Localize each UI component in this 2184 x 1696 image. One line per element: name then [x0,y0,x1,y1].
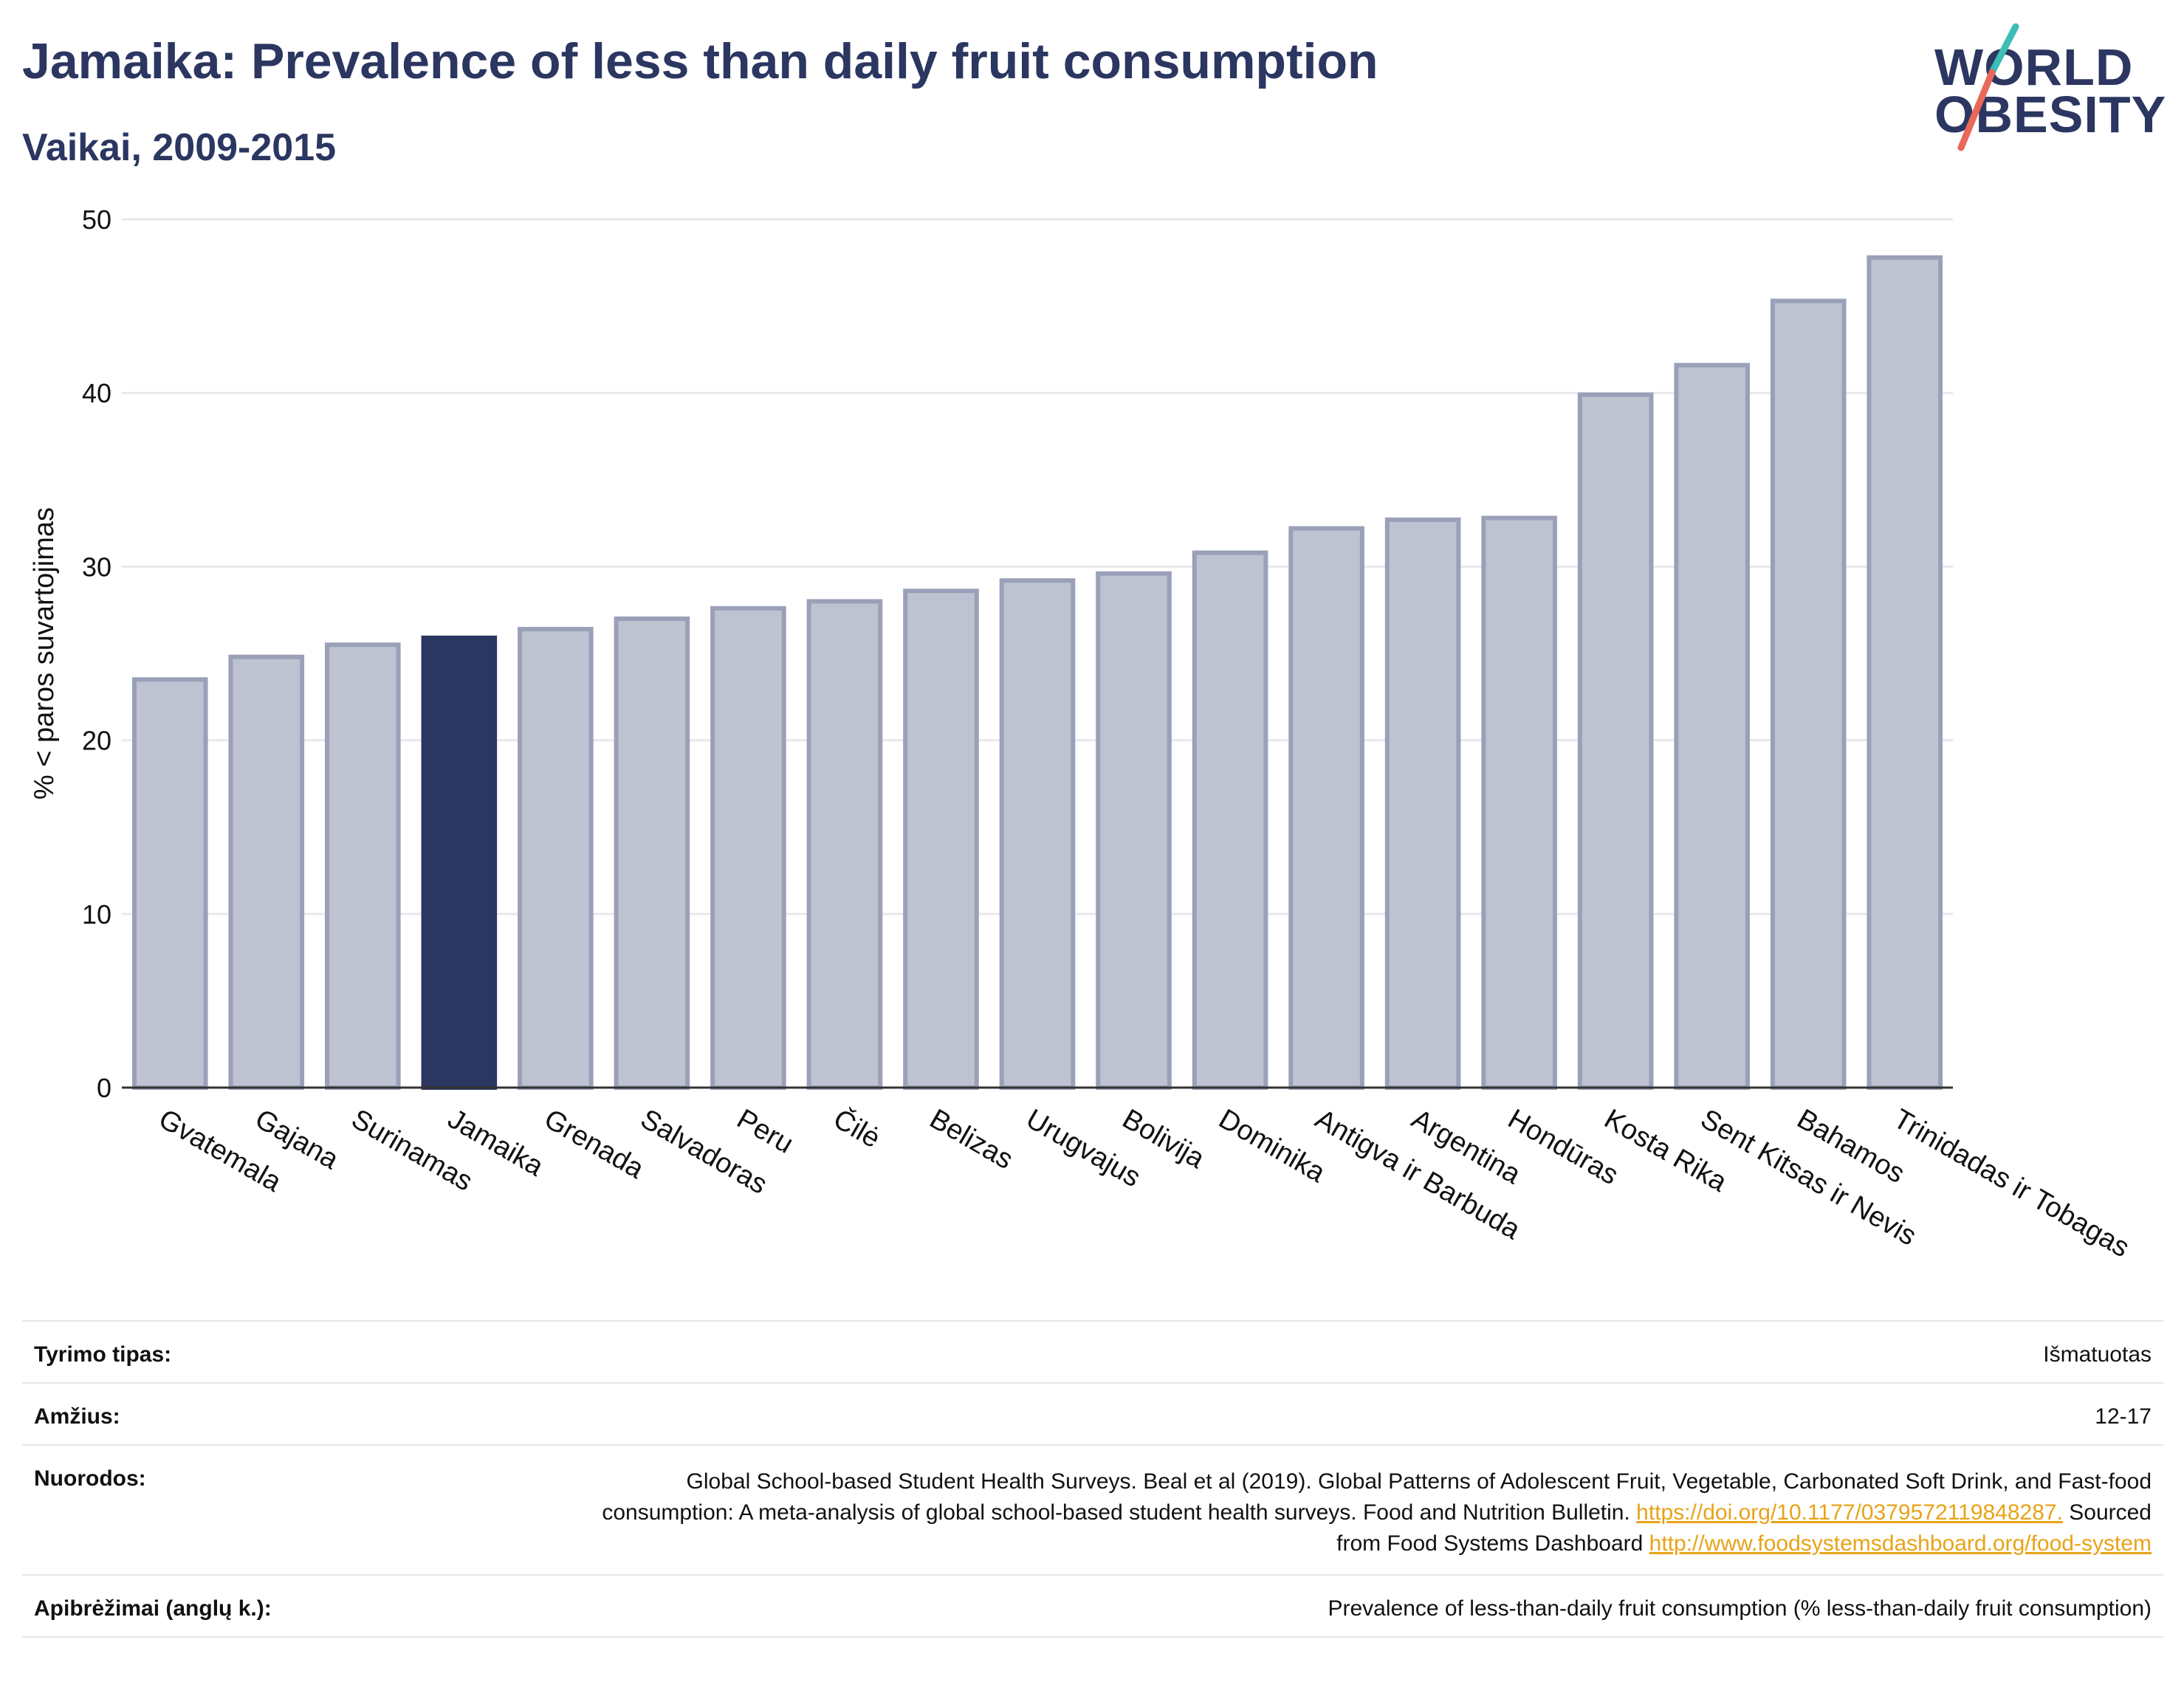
bar-3 [421,635,498,1090]
bar-7 [806,599,883,1090]
logo-slash-icon [1957,23,2019,151]
bar-13 [1384,517,1461,1090]
bar-8 [903,588,979,1090]
food-systems-link[interactable]: http://www.foodsystemsdashboard.org/food… [1649,1531,2152,1556]
bar-0 [131,677,208,1090]
bar-6 [710,605,786,1090]
y-tick-label: 50 [82,205,111,235]
x-tick-label: Hondūras [1503,1103,1624,1191]
x-tick-label: Peru [732,1103,799,1160]
bar-4 [518,627,594,1090]
y-tick-label: 40 [82,378,111,408]
y-tick-labels: 0 10 20 30 40 50 [82,205,111,1103]
bar-17 [1770,298,1847,1091]
y-tick-label: 10 [82,899,111,930]
meta-row-references: Nuorodos: Global School-based Student He… [22,1444,2163,1574]
age-value: 12-17 [2095,1404,2152,1429]
bars [131,255,1943,1091]
logo-line-1: WORLD [1934,38,2134,96]
bar-1 [228,654,305,1090]
references-source-text: Sourced from Food Systems Dashboard [1336,1500,2152,1556]
bar-2 [325,642,401,1090]
definitions-value: Prevalence of less-than-daily fruit cons… [1328,1596,2152,1621]
x-tick-label: Dominika [1214,1103,1331,1189]
references-value: Global School-based Student Health Surve… [564,1466,2152,1559]
meta-row-definitions: Apibrėžimai (anglų k.): Prevalence of le… [22,1574,2163,1638]
y-tick-label: 20 [82,726,111,756]
page-title: Jamaika: Prevalence of less than daily f… [22,33,1378,89]
study-type-value: Išmatuotas [2043,1342,2152,1367]
bar-11 [1192,550,1268,1091]
bar-15 [1577,392,1654,1090]
world-obesity-logo: WORLD OBESITY [1927,21,2171,154]
bar-10 [1096,571,1172,1090]
bar-16 [1674,363,1750,1090]
bar-5 [614,616,690,1090]
references-label: Nuorodos: [34,1466,146,1491]
y-tick-label: 0 [97,1073,111,1103]
x-tick-label: Belizas [924,1103,1018,1175]
metadata-table: Tyrimo tipas: Išmatuotas Amžius: 12-17 N… [22,1320,2163,1638]
age-label: Amžius: [34,1404,120,1429]
bar-12 [1288,526,1364,1090]
x-tick-label: Grenada [539,1103,650,1185]
meta-row-study-type: Tyrimo tipas: Išmatuotas [22,1320,2163,1382]
x-tick-label: Trinidadas ir Tobagas [1888,1103,2135,1263]
references-text: Global School-based Student Health Surve… [602,1469,2152,1525]
definitions-label: Apibrėžimai (anglų k.): [34,1596,272,1621]
study-type-label: Tyrimo tipas: [34,1342,172,1367]
y-axis-label: % < paros suvartojimas [29,507,60,800]
meta-row-age: Amžius: 12-17 [22,1382,2163,1444]
bar-18 [1867,255,1943,1090]
y-tick-label: 30 [82,552,111,582]
x-tick-label: Čilė [828,1102,886,1155]
bar-14 [1481,515,1557,1090]
bar-9 [999,578,1076,1090]
doi-link[interactable]: https://doi.org/10.1177/0379572119848287… [1636,1500,2063,1525]
page-subtitle: Vaikai, 2009-2015 [22,126,337,169]
